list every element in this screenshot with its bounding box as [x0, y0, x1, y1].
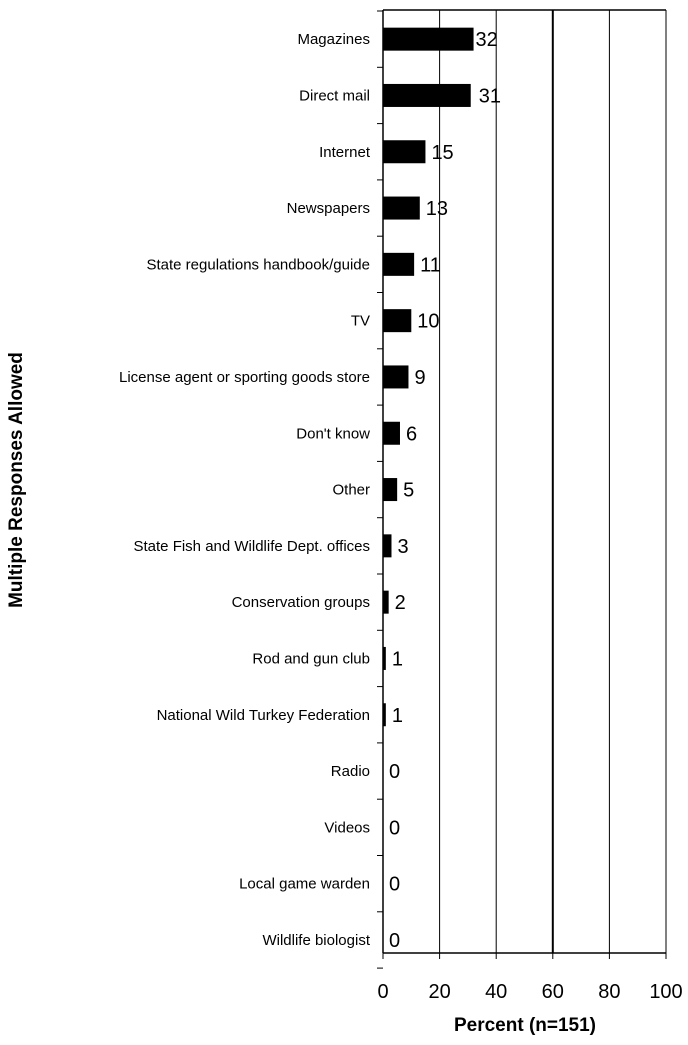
axes: 0 20 40 60 80 100 [377, 9, 683, 1003]
category-label: Rod and gun club [252, 650, 370, 667]
grid-lines [382, 10, 667, 953]
value-label: 10 [417, 311, 439, 333]
value-label: 0 [389, 930, 400, 952]
bar [383, 421, 400, 445]
value-label: 2 [395, 592, 406, 614]
bar [383, 703, 386, 727]
bar [383, 140, 426, 164]
x-tick-label: 60 [542, 981, 564, 1003]
value-label: 13 [426, 198, 448, 220]
category-label: Local game warden [239, 876, 370, 893]
bar [383, 83, 471, 107]
bar [383, 646, 386, 670]
bar [383, 196, 420, 220]
value-label: 0 [389, 761, 400, 783]
y-axis-title: Multiple Responses Allowed [6, 352, 27, 608]
x-axis-title: Percent (n=151) [454, 1015, 596, 1036]
category-label: Magazines [297, 31, 370, 48]
bar [383, 27, 474, 51]
value-label: 1 [392, 648, 403, 670]
category-label: Don't know [296, 425, 370, 442]
value-label: 6 [406, 423, 417, 445]
value-label: 15 [431, 142, 453, 164]
category-label: TV [351, 313, 370, 330]
bar [383, 478, 398, 502]
category-label: National Wild Turkey Federation [157, 707, 370, 724]
category-label: Radio [331, 763, 370, 780]
category-label: Videos [324, 819, 370, 836]
x-tick-label: 0 [377, 981, 388, 1003]
value-label: 0 [389, 817, 400, 839]
category-label: Wildlife biologist [262, 932, 370, 949]
category-label: State Fish and Wildlife Dept. offices [134, 538, 371, 555]
bar [383, 309, 412, 333]
category-label: Newspapers [287, 200, 370, 217]
x-tick-label: 100 [649, 981, 682, 1003]
bar [383, 534, 392, 558]
value-label: 0 [389, 874, 400, 896]
category-label: Conservation groups [232, 594, 370, 611]
x-tick-label: 20 [428, 981, 450, 1003]
bar [383, 590, 389, 614]
value-label: 1 [392, 705, 403, 727]
value-label: 32 [476, 29, 498, 51]
value-label: 5 [403, 480, 414, 502]
category-label: Other [332, 482, 370, 499]
bars [383, 27, 474, 727]
value-label: 11 [420, 254, 441, 276]
value-label: 9 [414, 367, 425, 389]
bar [383, 252, 415, 276]
category-label: License agent or sporting goods store [119, 369, 370, 386]
category-label: Direct mail [299, 87, 370, 104]
value-label: 3 [397, 536, 408, 558]
category-label: Internet [319, 144, 371, 161]
x-tick-label: 80 [598, 981, 620, 1003]
bar [383, 365, 409, 389]
value-label: 31 [479, 85, 501, 107]
category-label: State regulations handbook/guide [146, 256, 370, 273]
category-labels: Magazines Direct mail Internet Newspapers St… [119, 31, 371, 949]
x-tick-label: 40 [485, 981, 507, 1003]
